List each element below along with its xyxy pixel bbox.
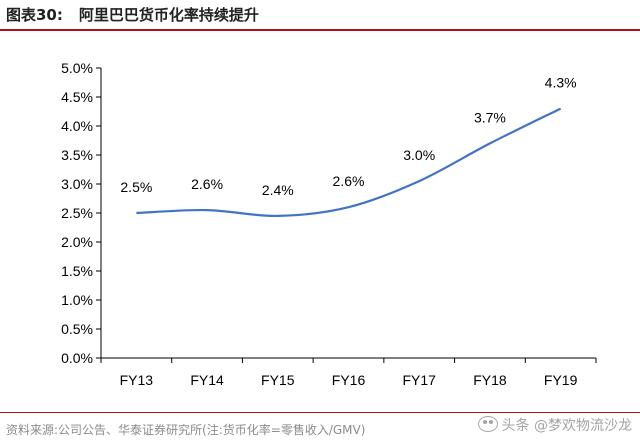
y-tick-label: 2.5% — [61, 205, 93, 221]
wechat-icon — [477, 416, 498, 432]
x-tick-label: FY14 — [190, 372, 224, 388]
data-label: 3.0% — [403, 147, 435, 163]
x-tick-label: FY17 — [402, 372, 436, 388]
footer-divider — [0, 412, 640, 413]
x-tick-label: FY18 — [473, 372, 507, 388]
data-label: 2.6% — [191, 176, 223, 192]
data-labels: 2.5% 2.6% 2.4% 2.6% 3.0% 3.7% 4.3% — [120, 75, 576, 198]
y-tick-label: 4.0% — [61, 118, 93, 134]
x-tick-label: FY15 — [261, 372, 295, 388]
title-divider — [0, 29, 640, 31]
y-tick-label: 3.5% — [61, 147, 93, 163]
watermark: 头条 @梦欢物流沙龙 — [477, 415, 632, 435]
watermark-text: 头条 @梦欢物流沙龙 — [501, 418, 632, 434]
source-note: 资料来源:公司公告、华泰证券研究所(注:货币化率=零售收入/GMV) — [6, 423, 366, 437]
figure-label: 图表30: — [6, 6, 63, 24]
x-tick-label: FY16 — [332, 372, 366, 388]
line-chart: 0.0% 0.5% 1.0% 1.5% 2.0% 2.5% 3.0% 3.5% 4.0% 4.5%… — [61, 60, 597, 388]
data-label: 4.3% — [545, 75, 577, 91]
x-tick-label: FY19 — [544, 372, 578, 388]
data-label: 2.4% — [262, 182, 294, 198]
y-tick-label: 0.0% — [61, 350, 93, 366]
y-tick-label: 5.0% — [61, 60, 93, 76]
x-axis: FY13 FY14 FY15 FY16 FY17 FY18 FY19 — [100, 357, 597, 388]
y-tick-label: 1.5% — [61, 263, 93, 279]
series-line — [136, 107, 562, 218]
data-label: 3.7% — [474, 109, 506, 125]
data-label: 2.5% — [120, 179, 152, 195]
y-tick-label: 2.0% — [61, 234, 93, 250]
y-tick-label: 4.5% — [61, 89, 93, 105]
data-label: 2.6% — [333, 173, 365, 189]
y-tick-label: 3.0% — [61, 176, 93, 192]
y-tick-label: 1.0% — [61, 292, 93, 308]
y-tick-label: 0.5% — [61, 321, 93, 337]
y-axis: 0.0% 0.5% 1.0% 1.5% 2.0% 2.5% 3.0% 3.5% 4.0% 4.5%… — [61, 60, 102, 366]
x-tick-label: FY13 — [120, 372, 154, 388]
figure-title: 图表30: 阿里巴巴货币化率持续提升 — [6, 3, 259, 27]
figure-title-text: 阿里巴巴货币化率持续提升 — [78, 6, 259, 24]
